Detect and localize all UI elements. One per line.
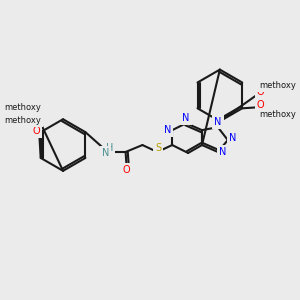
Text: N: N <box>229 133 236 143</box>
Text: N: N <box>219 147 226 157</box>
Text: O: O <box>257 100 264 110</box>
Text: methoxy: methoxy <box>4 103 41 112</box>
Text: O: O <box>257 87 264 98</box>
Text: N: N <box>214 117 222 127</box>
Text: O: O <box>32 113 40 123</box>
Text: methoxy: methoxy <box>4 116 41 125</box>
Text: S: S <box>155 143 161 153</box>
Text: H: H <box>106 143 113 153</box>
Text: O: O <box>32 126 40 136</box>
Text: O: O <box>123 165 130 175</box>
Text: N: N <box>102 148 110 158</box>
Text: methoxy: methoxy <box>259 110 296 119</box>
Text: N: N <box>164 125 171 135</box>
Text: N: N <box>182 113 190 123</box>
Text: methoxy: methoxy <box>259 81 296 90</box>
